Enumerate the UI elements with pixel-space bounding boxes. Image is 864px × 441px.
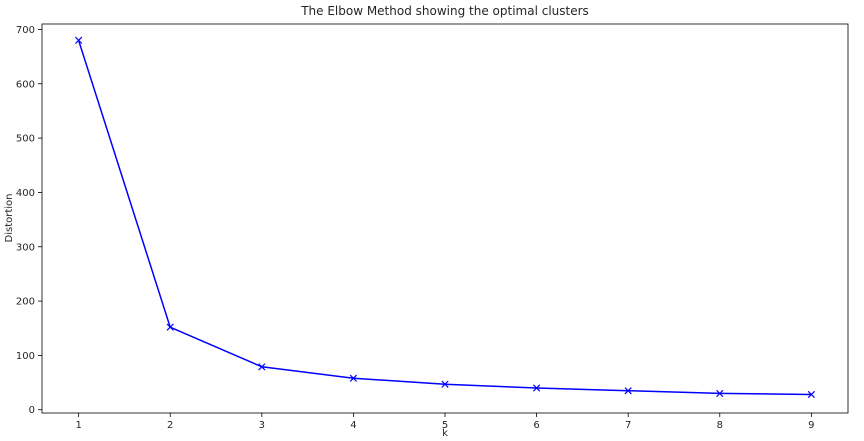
x-tick-label: 8 [717,420,723,431]
x-tick-label: 1 [75,420,81,431]
x-tick-label: 6 [533,420,539,431]
x-tick-label: 4 [350,420,356,431]
data-point-marker [258,363,266,371]
y-tick-label: 200 [16,297,35,308]
x-tick-label: 7 [625,420,631,431]
data-point-marker [716,389,724,398]
y-tick-label: 300 [16,242,35,253]
plot-frame [41,23,849,414]
x-tick-label: 5 [442,420,448,431]
chart-title: The Elbow Method showing the optimal clu… [300,4,589,18]
y-tick-label: 700 [16,25,35,36]
series-line [77,40,812,396]
y-axis-label: Distortion [4,194,15,243]
series-markers [75,36,815,399]
y-tick-label: 600 [16,79,35,90]
data-point-marker [166,323,174,331]
x-tick-label: 9 [808,420,814,431]
y-tick-label: 100 [16,351,35,362]
data-point-marker [349,374,358,382]
y-tick-label: 400 [16,188,35,199]
data-point-marker [624,387,632,395]
x-axis-label: k [442,428,448,439]
data-point-marker [441,380,449,388]
y-tick-label: 0 [29,405,35,416]
data-point-marker [75,36,83,44]
x-tick-label: 3 [259,420,265,431]
axis-ticks: 1 2 3 4 5 6 7 8 9 0 100 200 300 400 500 600 700 [16,25,815,431]
data-point-marker [532,384,541,392]
x-tick-label: 2 [167,420,173,431]
data-point-marker [807,390,815,399]
y-tick-label: 500 [16,134,35,145]
